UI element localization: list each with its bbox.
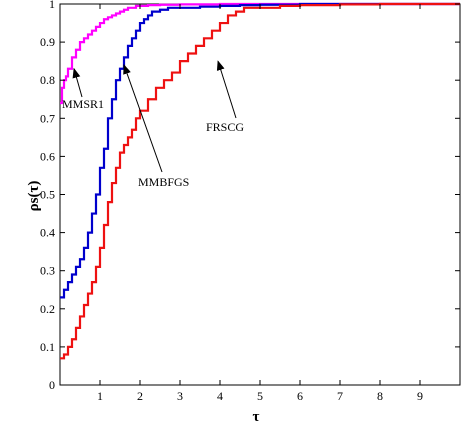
series-line-mmsr1 xyxy=(60,2,460,105)
y-tick-label: 1 xyxy=(49,0,55,11)
series-line-frscg xyxy=(60,2,460,360)
x-tick-label: 5 xyxy=(257,389,263,403)
y-tick-label: 0.9 xyxy=(40,35,55,49)
y-tick-label: 0.6 xyxy=(40,149,55,163)
x-tick-label: 4 xyxy=(217,389,223,403)
y-tick-label: 0.1 xyxy=(40,340,55,354)
y-tick-label: 0 xyxy=(49,378,55,392)
x-tick-label: 8 xyxy=(377,389,383,403)
y-axis-label: ρs(τ) xyxy=(26,181,42,212)
x-tick-label: 3 xyxy=(177,389,183,403)
plot-area xyxy=(59,3,461,386)
x-tick-label: 2 xyxy=(137,389,143,403)
annotation-arrow xyxy=(123,64,163,173)
annotation-label-mmsr1: MMSR1 xyxy=(62,97,104,111)
y-tick-label: 0.7 xyxy=(40,111,55,125)
tick-layer: 1 2 3 4 5 6 7 8 9 0 0.1 0.2 0.3 0.4 0.5 0.6 0.7 0.8 0.9 1 xyxy=(40,0,460,403)
x-tick-label: 1 xyxy=(97,389,103,403)
x-tick-label: 6 xyxy=(297,389,303,403)
y-tick-label: 0.2 xyxy=(40,302,55,316)
x-tick-label: 7 xyxy=(337,389,343,403)
annotation-label-frscg: FRSCG xyxy=(206,120,244,134)
annotation-arrow xyxy=(216,60,237,119)
y-tick-label: 0.8 xyxy=(40,73,55,87)
annotation-arrow xyxy=(72,67,83,98)
y-tick-label: 0.5 xyxy=(40,188,55,202)
x-axis-label: τ xyxy=(253,409,260,425)
annotation-layer: MMSR1 MMBFGS FRSCG xyxy=(62,60,244,189)
x-tick-label: 9 xyxy=(417,389,423,403)
y-tick-label: 0.3 xyxy=(40,264,55,278)
annotation-label-mmbfgs: MMBFGS xyxy=(138,175,189,189)
y-tick-label: 0.4 xyxy=(40,226,55,240)
